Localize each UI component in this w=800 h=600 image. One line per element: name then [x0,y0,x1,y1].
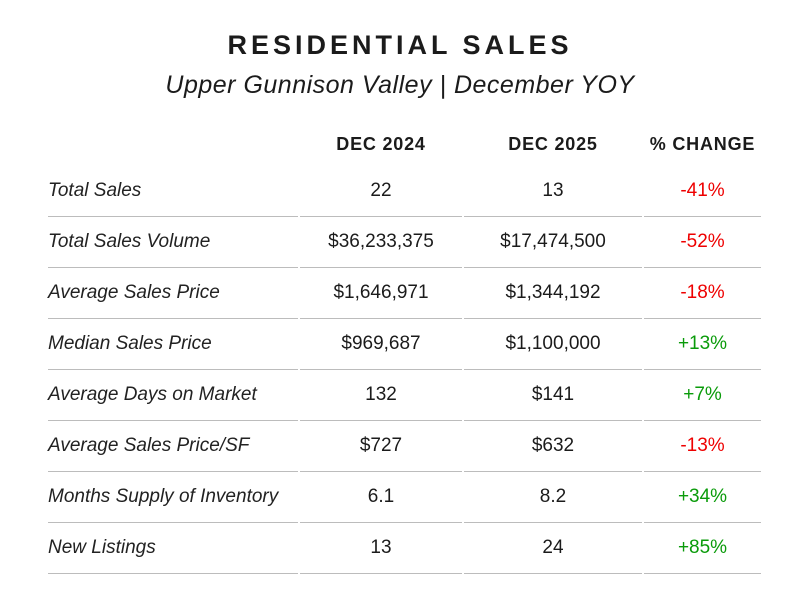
column-header-metric [48,122,298,166]
table-row: Average Days on Market 132 $141 +7% [48,370,761,421]
pct-change-value: -41% [644,166,761,217]
pct-change-value: -13% [644,421,761,472]
metric-label: New Listings [48,523,298,574]
value-dec-2025: $141 [464,370,642,421]
metric-label: Average Days on Market [48,370,298,421]
metric-label: Months Supply of Inventory [48,472,298,523]
sales-stats-table: DEC 2024 DEC 2025 % CHANGE Total Sales 22… [46,122,763,574]
value-dec-2025: $632 [464,421,642,472]
value-dec-2024: 132 [300,370,462,421]
value-dec-2024: $727 [300,421,462,472]
value-dec-2025: 24 [464,523,642,574]
metric-label: Average Sales Price [48,268,298,319]
value-dec-2025: $17,474,500 [464,217,642,268]
value-dec-2024: 6.1 [300,472,462,523]
value-dec-2025: $1,100,000 [464,319,642,370]
column-header-dec-2024: DEC 2024 [336,133,426,154]
pct-change-value: -52% [644,217,761,268]
value-dec-2024: $36,233,375 [300,217,462,268]
table-row: Months Supply of Inventory 6.1 8.2 +34% [48,472,761,523]
metric-label: Median Sales Price [48,319,298,370]
value-dec-2025: 13 [464,166,642,217]
value-dec-2025: 8.2 [464,472,642,523]
table-row: Average Sales Price $1,646,971 $1,344,192-… [48,268,761,319]
pct-change-value: +85% [644,523,761,574]
value-dec-2024: $1,646,971 [300,268,462,319]
pct-change-value: +34% [644,472,761,523]
metric-label: Total Sales [48,166,298,217]
metric-label: Total Sales Volume [48,217,298,268]
table-row: Median Sales Price $969,687 $1,100,000 +13% [48,319,761,370]
value-dec-2025: $1,344,192 [464,268,642,319]
page-title: RESIDENTIAL SALES [227,30,573,60]
pct-change-value: +7% [644,370,761,421]
pct-change-value: -18% [644,268,761,319]
metric-label: Average Sales Price/SF [48,421,298,472]
column-header-pct-change: % CHANGE [649,133,756,154]
table-row: Total Sales 22 13 -41% [48,166,761,217]
value-dec-2024: 13 [300,523,462,574]
table-header-row: DEC 2024 DEC 2025 % CHANGE [48,122,761,166]
table-row: New Listings 13 24 +85% [48,523,761,574]
table-row: Average Sales Price/SF $727 $632 -13% [48,421,761,472]
value-dec-2024: $969,687 [300,319,462,370]
column-header-dec-2025: DEC 2025 [508,133,598,154]
value-dec-2024: 22 [300,166,462,217]
page-subtitle: Upper Gunnison Valley | December YOY [165,71,635,99]
pct-change-value: +13% [644,319,761,370]
table-row: Total Sales Volume $36,233,375 $17,474,500… [48,217,761,268]
